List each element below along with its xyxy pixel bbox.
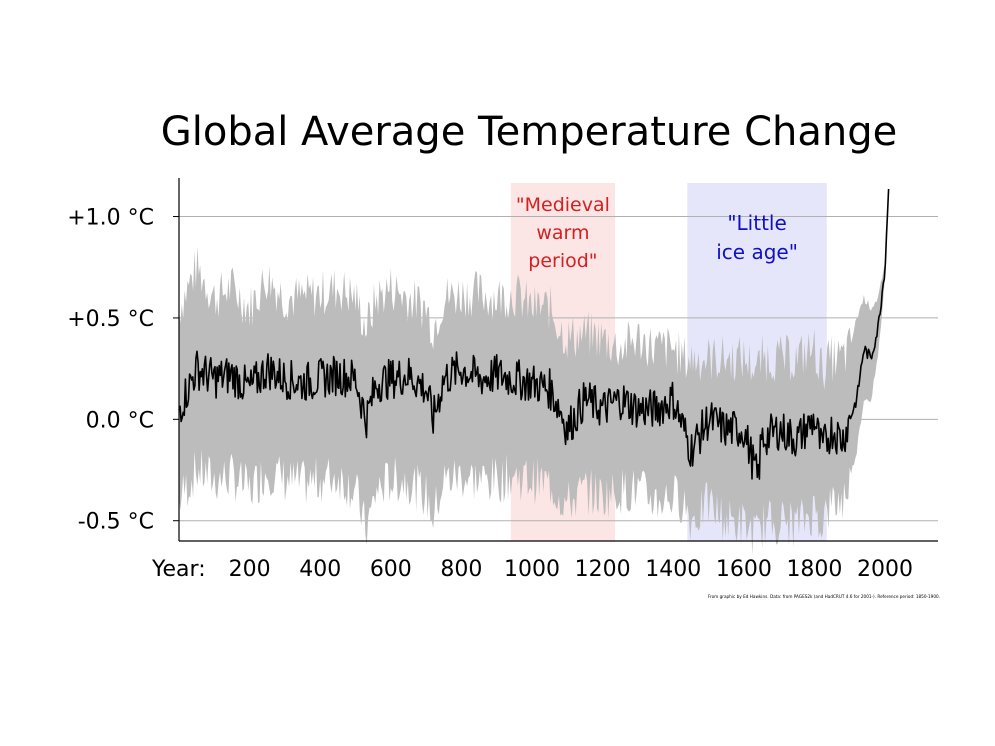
y-tick-label-3: -0.5 °C (78, 510, 154, 535)
y-tick-labels: +1.0 °C +0.5 °C 0.0 °C -0.5 °C (67, 206, 179, 535)
x-tick-label-2: 600 (370, 557, 412, 582)
x-tick-label-0: 200 (229, 557, 271, 582)
x-tick-label-1: 400 (299, 557, 341, 582)
y-tick-label-2: 0.0 °C (86, 408, 154, 433)
x-tick-label-3: 800 (440, 557, 482, 582)
x-tick-label-6: 1400 (645, 557, 701, 582)
x-tick-label-4: 1000 (504, 557, 560, 582)
mean-line (178, 188, 890, 480)
x-tick-label-5: 1200 (575, 557, 631, 582)
x-tick-label-8: 1800 (786, 557, 842, 582)
period-label-1-line-0: "Little (727, 211, 786, 235)
y-tick-label-1: +0.5 °C (67, 307, 154, 332)
y-tick-label-0: +1.0 °C (67, 206, 154, 231)
x-tick-label-7: 1600 (716, 557, 772, 582)
period-label-1-line-1: ice age" (716, 240, 798, 264)
period-label-0-line-0: "Medieval (516, 194, 610, 216)
period-labels: "Medieval warm period" "Little ice age" (516, 194, 798, 272)
chart-title: Global Average Temperature Change (161, 109, 898, 155)
period-label-0-line-2: period" (528, 250, 597, 272)
x-tick-labels: 200 400 600 800 1000 1200 1400 1600 1800 2000 (229, 557, 913, 582)
x-axis-label: Year: (151, 557, 206, 582)
x-tick-label-9: 2000 (857, 557, 913, 582)
mean-line-group (178, 188, 890, 480)
period-label-0-line-1: warm (536, 222, 589, 244)
credit-note: From graphic by Ed Hawkins. Data: from P… (708, 594, 940, 599)
